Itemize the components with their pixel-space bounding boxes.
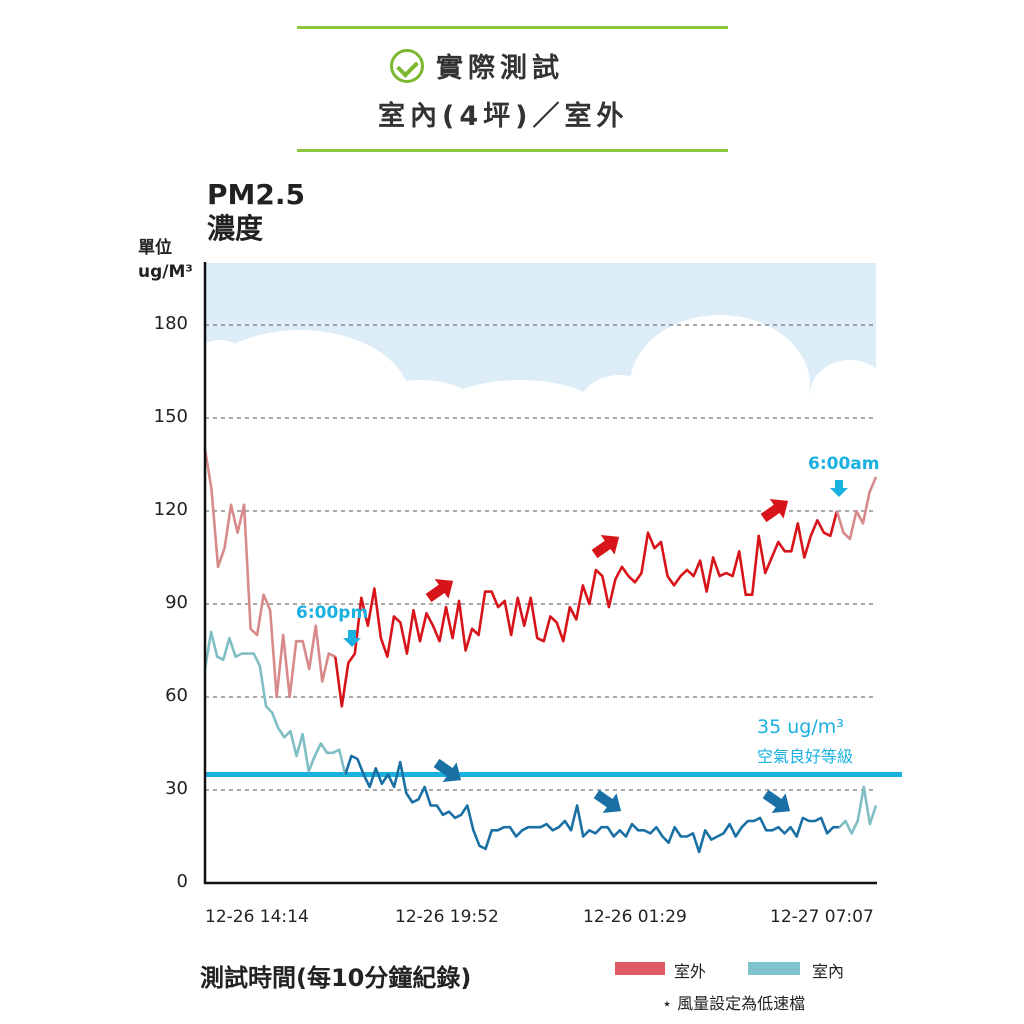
- x-tick-label: 12-26 14:14: [205, 907, 309, 927]
- y-tick-label: 120: [153, 499, 188, 520]
- arrow-up-right-icon: [425, 579, 454, 603]
- arrow-up-right-icon: [760, 499, 789, 523]
- legend-label-outdoor: 室外: [674, 962, 707, 981]
- legend-swatch-indoor: [748, 962, 800, 975]
- arrow-up-right-icon: [591, 535, 620, 559]
- check-circle-icon: [390, 48, 424, 83]
- y-tick-label: 30: [165, 778, 188, 799]
- x-tick-label: 12-27 07:07: [770, 907, 874, 927]
- y-tick-label: 150: [153, 406, 188, 427]
- header-title-text: 實際測試: [436, 53, 564, 84]
- header-subtitle: 室內(4坪)／室外: [378, 101, 629, 132]
- series-1-line-before: [203, 630, 347, 775]
- y-tick-label: 0: [176, 871, 188, 892]
- y-axis-unit: 單位 ug/M³: [138, 236, 193, 284]
- series-1-line-main: [344, 754, 840, 854]
- down-arrow-6pm-icon: [343, 630, 361, 647]
- x-tick-label: 12-26 01:29: [583, 907, 687, 927]
- x-tick-label: 12-26 19:52: [395, 907, 499, 927]
- y-tick-label: 90: [165, 592, 188, 613]
- arrow-down-right-icon: [593, 789, 622, 813]
- cloud-decoration: [180, 315, 890, 470]
- reference-label: 35 ug/m³: [757, 716, 844, 738]
- chart-title-line2: 濃度: [207, 212, 264, 245]
- footnote: ⋆ 風量設定為低速檔: [662, 994, 806, 1013]
- annotation-6pm: 6:00pm: [296, 603, 369, 623]
- y-tick-label: 60: [165, 685, 188, 706]
- series-0-line-main: [334, 510, 839, 708]
- y-tick-label: 180: [153, 313, 188, 334]
- header-bottom-rule: [297, 149, 728, 152]
- header-title: 實際測試: [390, 46, 564, 85]
- chart-title: PM2.5 濃度: [207, 178, 305, 246]
- annotation-6am: 6:00am: [808, 454, 880, 474]
- series-1-line-after: [838, 785, 878, 835]
- reference-sublabel: 空氣良好等級: [757, 747, 854, 766]
- arrow-down-right-icon: [762, 789, 791, 813]
- y-unit-line1: 單位: [138, 238, 172, 258]
- x-axis-label: 測試時間(每10分鐘紀錄): [200, 964, 472, 992]
- chart-title-line1: PM2.5: [207, 178, 305, 211]
- header-top-rule: [297, 26, 728, 29]
- legend-swatch-outdoor: [615, 962, 665, 975]
- y-unit-line2: ug/M³: [138, 262, 193, 282]
- arrow-down-right-icon: [433, 758, 462, 782]
- down-arrow-6am-icon: [830, 480, 848, 497]
- legend-label-indoor: 室內: [812, 962, 845, 981]
